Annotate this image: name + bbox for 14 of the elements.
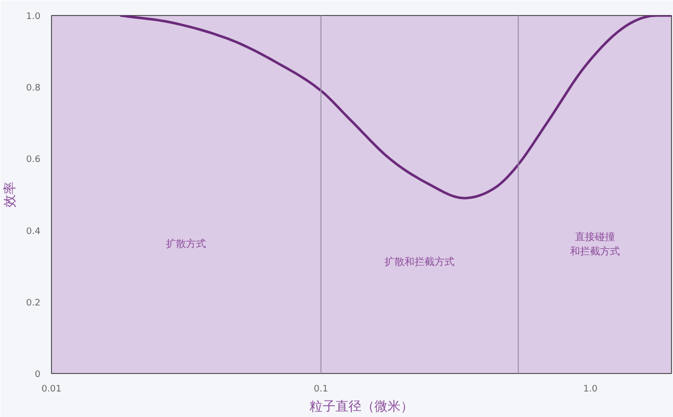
y-tick-label: 0.8 (26, 84, 41, 94)
y-axis-title: 效率 (2, 182, 18, 208)
annotation: 扩散方式 (166, 238, 206, 250)
annotation: 直接碰撞和拦截方式 (570, 230, 620, 258)
x-tick-label: 0.01 (41, 384, 62, 394)
y-tick-label: 1.0 (26, 12, 41, 22)
x-tick-label: 1.0 (583, 384, 598, 394)
x-axis-title: 粒子直径（微米） (310, 400, 414, 414)
x-tick-label: 0.1 (314, 384, 328, 394)
y-tick-label: 0 (34, 370, 41, 380)
y-tick-label: 0.4 (26, 226, 41, 237)
y-tick-label: 0.6 (26, 155, 41, 166)
annotation: 扩散和拦截方式 (384, 256, 455, 268)
y-tick-label: 0.2 (26, 298, 41, 308)
